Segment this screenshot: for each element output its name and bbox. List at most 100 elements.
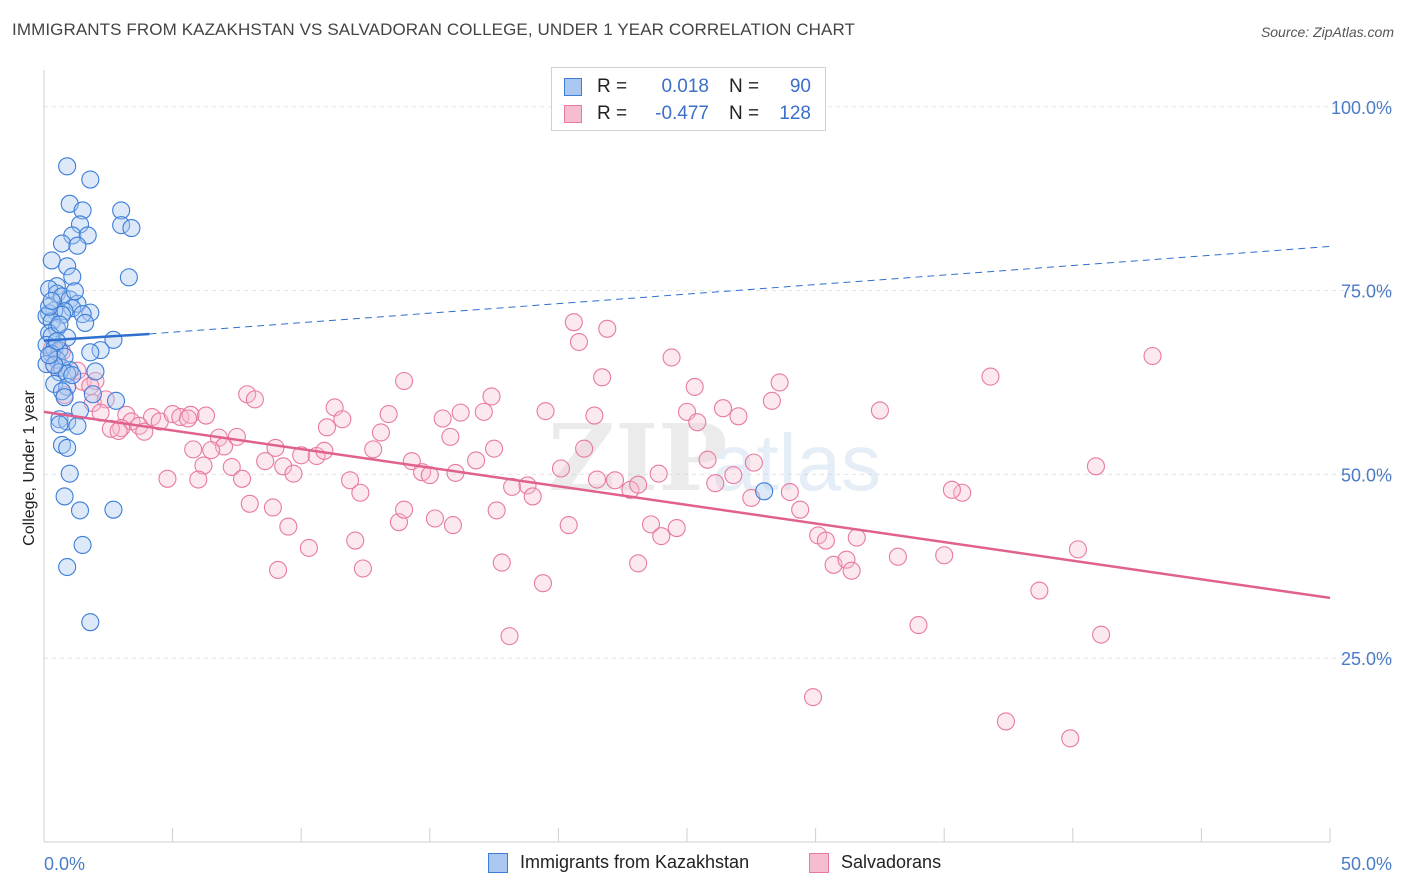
series-legend: Immigrants from Kazakhstan Salvadorans xyxy=(0,852,1406,878)
salvadorans-point xyxy=(1061,729,1080,748)
salvadorans-point xyxy=(371,423,390,442)
kazakhstan-point xyxy=(68,416,87,435)
salvadorans-point xyxy=(641,515,661,534)
salvadorans-point xyxy=(551,459,571,478)
kazakhstan-point xyxy=(70,401,90,420)
y-tick-label: 25.0% xyxy=(1341,649,1392,669)
salvadorans-point xyxy=(888,547,907,566)
r-value: -0.477 xyxy=(655,103,709,124)
salvadorans-point xyxy=(662,348,681,367)
salvadorans-point xyxy=(317,418,336,437)
salvadorans-point xyxy=(109,421,128,441)
y-tick-label: 50.0% xyxy=(1341,465,1392,485)
legend-row-salvadorans: R = -0.477 N = 128 xyxy=(564,103,811,125)
salvadorans-point xyxy=(364,440,383,459)
salvadorans-point xyxy=(425,509,444,528)
y-tick-labels: 25.0% 50.0% 75.0% 100.0% xyxy=(1331,98,1392,669)
kazakhstan-point xyxy=(112,216,131,235)
legend-item-salvadorans[interactable]: Salvadorans xyxy=(809,852,941,873)
salvadorans-point xyxy=(605,471,625,490)
salvadorans-point xyxy=(222,457,241,477)
salvadorans-point xyxy=(953,483,972,502)
salvadorans-point xyxy=(536,402,555,421)
kazakhstan-point xyxy=(42,251,61,270)
salvadorans-point xyxy=(729,407,748,426)
salvadorans-point xyxy=(837,550,856,569)
salvadorans-point xyxy=(492,553,511,572)
kazakhstan-point xyxy=(65,282,84,301)
r-label: R = xyxy=(597,103,628,124)
watermark-atlas: atlas xyxy=(712,418,881,507)
salvadorans-point xyxy=(1068,540,1087,559)
kazakhstan-point xyxy=(63,366,82,385)
salvadorans-point xyxy=(688,413,707,432)
chart-title: IMMIGRANTS FROM KAZAKHSTAN VS SALVADORAN… xyxy=(12,20,856,39)
salvadorans-point xyxy=(395,500,414,519)
salvadorans-point xyxy=(202,441,221,460)
kazakhstan-points xyxy=(37,157,774,632)
salvadorans-point xyxy=(598,319,617,338)
salvadorans-point xyxy=(629,554,648,573)
salvadorans-point xyxy=(698,450,717,469)
salvadorans-point xyxy=(780,482,799,502)
source-credit: Source: ZipAtlas.com xyxy=(1260,24,1394,40)
kazakhstan-point xyxy=(81,343,100,362)
kazakhstan-point xyxy=(70,501,90,520)
kazakhstan-point xyxy=(112,201,131,220)
salvadorans-point xyxy=(274,457,293,476)
blue-swatch xyxy=(488,852,508,873)
salvadorans-points xyxy=(42,313,1162,748)
kazakhstan-trend-extension xyxy=(149,245,1331,335)
salvadorans-point xyxy=(245,390,264,409)
salvadorans-point xyxy=(569,332,589,352)
salvadorans-point xyxy=(1030,581,1049,600)
axes xyxy=(43,70,1331,843)
correlation-legend: R = 0.018 N = 90 R = -0.477 N = 128 xyxy=(551,67,826,131)
salvadorans-point xyxy=(652,527,671,546)
salvadorans-point xyxy=(942,480,961,499)
kazakhstan-point xyxy=(45,355,64,374)
x-tick-labels: 0.0% 50.0% xyxy=(44,854,1392,874)
salvadorans-point xyxy=(482,387,501,406)
salvadorans-point xyxy=(158,469,177,488)
salvadorans-point xyxy=(816,531,835,550)
kazakhstan-point xyxy=(50,315,69,334)
legend-row-kazakhstan: R = 0.018 N = 90 xyxy=(564,76,811,98)
kazakhstan-point xyxy=(81,170,100,189)
salvadorans-point xyxy=(667,519,686,538)
salvadorans-point xyxy=(485,439,504,458)
legend-item-kazakhstan[interactable]: Immigrants from Kazakhstan xyxy=(488,852,749,873)
salvadorans-point xyxy=(847,528,866,547)
salvadorans-point xyxy=(1092,625,1111,644)
y-tick-label: 75.0% xyxy=(1341,282,1392,302)
grid-lines xyxy=(44,106,1392,659)
kazakhstan-point xyxy=(73,201,92,220)
salvadorans-point xyxy=(256,452,275,471)
salvadorans-point xyxy=(269,560,288,580)
kazakhstan-point xyxy=(76,313,95,332)
salvadorans-point xyxy=(791,500,810,519)
salvadorans-point xyxy=(587,470,607,489)
salvadorans-point xyxy=(685,377,704,396)
salvadorans-point xyxy=(341,471,360,490)
kazakhstan-point xyxy=(52,435,72,455)
kazakhstan-point xyxy=(58,438,77,457)
kazakhstan-point xyxy=(81,303,100,322)
salvadorans-point xyxy=(1086,457,1105,476)
y-tick-label: 100.0% xyxy=(1331,98,1392,118)
salvadorans-point xyxy=(441,427,460,446)
salvadorans-point xyxy=(523,487,542,506)
salvadorans-point xyxy=(593,368,612,387)
n-value: 90 xyxy=(789,76,811,97)
kazakhstan-point xyxy=(106,391,126,410)
salvadorans-point xyxy=(451,403,470,422)
kazakhstan-point xyxy=(119,268,138,287)
salvadorans-point xyxy=(762,391,781,410)
salvadorans-point xyxy=(279,517,298,536)
salvadorans-point xyxy=(724,466,743,485)
salvadorans-point xyxy=(240,494,259,513)
watermark: ZIP atlas xyxy=(548,404,881,512)
salvadorans-point xyxy=(842,561,861,580)
salvadorans-point xyxy=(232,469,252,488)
